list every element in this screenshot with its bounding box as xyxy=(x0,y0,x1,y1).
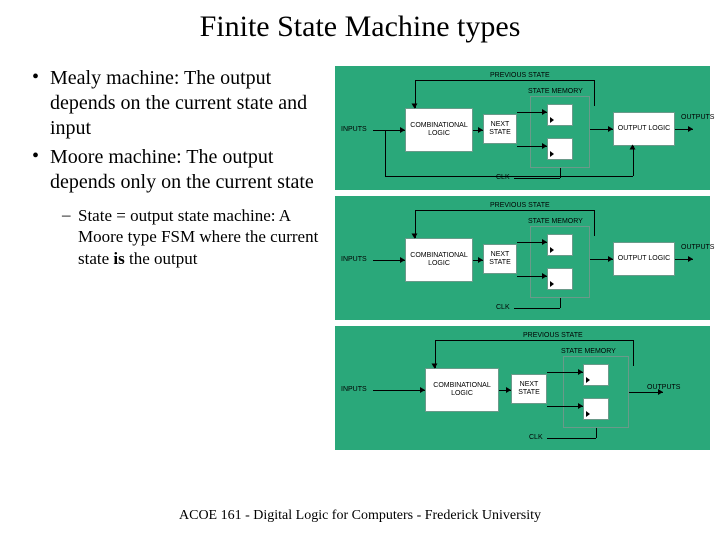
block-output-logic: OUTPUT LOGIC xyxy=(613,242,675,276)
bullet-item: • Mealy machine: The output depends on t… xyxy=(32,66,327,141)
dash-marker: – xyxy=(62,205,78,269)
block-output-logic: OUTPUT LOGIC xyxy=(613,112,675,146)
page-title: Finite State Machine types xyxy=(0,0,720,44)
label-state-memory: STATE MEMORY xyxy=(561,348,616,355)
content-row: • Mealy machine: The output depends on t… xyxy=(0,66,720,450)
flipflop-icon xyxy=(547,234,573,256)
block-combinational-logic: COMBINATIONAL LOGIC xyxy=(405,238,473,282)
diagram-column: PREVIOUS STATE STATE MEMORY INPUTS CLK COMBI… xyxy=(335,66,715,450)
block-next-state: NEXT STATE xyxy=(483,244,517,274)
bullet-item: • Moore machine: The output depends only… xyxy=(32,145,327,195)
label-outputs: OUTPUTS xyxy=(681,244,714,251)
label-previous-state: PREVIOUS STATE xyxy=(490,202,550,209)
block-combinational-logic: COMBINATIONAL LOGIC xyxy=(425,368,499,412)
text-column: • Mealy machine: The output depends on t… xyxy=(0,66,335,450)
flipflop-icon xyxy=(547,268,573,290)
bullet-marker: • xyxy=(32,145,50,195)
label-previous-state: PREVIOUS STATE xyxy=(490,72,550,79)
label-outputs: OUTPUTS xyxy=(681,114,714,121)
flipflop-icon xyxy=(583,398,609,420)
block-combinational-logic: COMBINATIONAL LOGIC xyxy=(405,108,473,152)
label-outputs: OUTPUTS xyxy=(647,384,680,391)
bullet-marker: • xyxy=(32,66,50,141)
label-inputs: INPUTS xyxy=(341,386,367,393)
label-state-memory: STATE MEMORY xyxy=(528,218,583,225)
flipflop-icon xyxy=(547,104,573,126)
label-inputs: INPUTS xyxy=(341,126,367,133)
flipflop-icon xyxy=(547,138,573,160)
fsm-diagram-state-output: PREVIOUS STATE STATE MEMORY INPUTS CLK COMBI… xyxy=(335,326,710,450)
label-state-memory: STATE MEMORY xyxy=(528,88,583,95)
flipflop-icon xyxy=(583,364,609,386)
label-clk: CLK xyxy=(496,304,510,311)
footer-text: ACOE 161 - Digital Logic for Computers -… xyxy=(0,508,720,524)
bullet-text: Moore machine: The output depends only o… xyxy=(50,145,327,195)
label-inputs: INPUTS xyxy=(341,256,367,263)
block-next-state: NEXT STATE xyxy=(511,374,547,404)
sub-bullet-item: – State = output state machine: A Moore … xyxy=(62,205,327,269)
sub-bullet-text: State = output state machine: A Moore ty… xyxy=(78,205,327,269)
label-previous-state: PREVIOUS STATE xyxy=(523,332,583,339)
block-next-state: NEXT STATE xyxy=(483,114,517,144)
label-clk: CLK xyxy=(529,434,543,441)
bullet-text: Mealy machine: The output depends on the… xyxy=(50,66,327,141)
fsm-diagram-moore: PREVIOUS STATE STATE MEMORY INPUTS CLK COMBI… xyxy=(335,196,710,320)
fsm-diagram-mealy: PREVIOUS STATESTATE MEMORYINPUTSCLKCOMBI… xyxy=(335,66,710,190)
